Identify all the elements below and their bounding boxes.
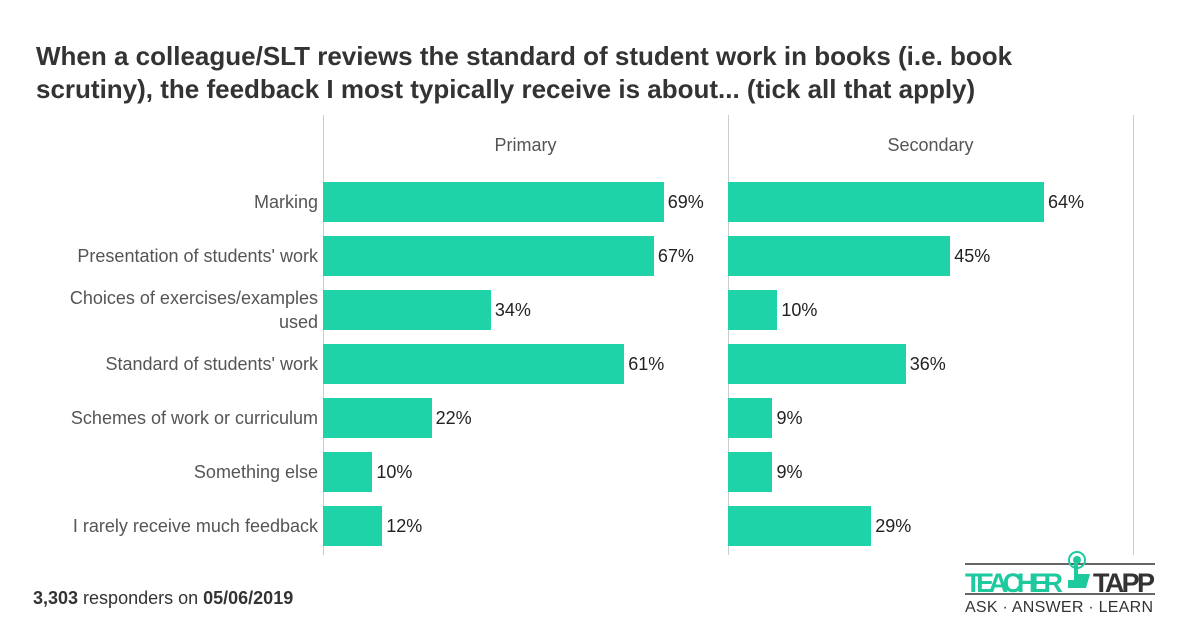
bar-secondary — [728, 344, 906, 384]
footer-text: responders on — [78, 588, 204, 608]
svg-text:TAPP: TAPP — [1093, 568, 1155, 598]
axis-line-primary — [323, 115, 324, 555]
category-label: Something else — [193, 462, 318, 482]
bar-primary — [323, 344, 625, 384]
data-label: 34% — [494, 300, 531, 320]
bar-secondary — [728, 506, 872, 546]
bar-primary — [323, 452, 373, 492]
data-label: 64% — [1048, 192, 1085, 212]
bar-primary — [323, 290, 491, 330]
data-label: 29% — [875, 516, 912, 536]
data-label: 10% — [781, 300, 818, 320]
data-label: 12% — [386, 516, 423, 536]
category-label: Standard of students' work — [105, 354, 318, 374]
bar-primary — [323, 398, 432, 438]
category-label: Schemes of work or curriculum — [70, 408, 318, 428]
data-label: 22% — [435, 408, 472, 428]
data-label: 10% — [376, 462, 413, 482]
data-label: 9% — [776, 408, 803, 428]
footer: 3,303 responders on 05/06/2019 — [33, 588, 293, 609]
bar-secondary — [728, 398, 773, 438]
bar-primary — [323, 506, 383, 546]
category-label: Choices of exercises/examples used — [69, 288, 318, 332]
category-label: Marking — [253, 192, 318, 212]
svg-text:TEACHER: TEACHER — [965, 568, 1063, 598]
bar-primary — [323, 236, 654, 276]
bar-primary — [323, 182, 664, 222]
teacher-tapp-logo: TEACHER TAPP ASK · ANSWER · LEARN — [965, 551, 1155, 616]
data-label: 36% — [909, 354, 946, 374]
bar-secondary — [728, 236, 951, 276]
panel-title-primary: Primary — [494, 135, 557, 155]
bar-secondary — [728, 290, 778, 330]
axis-line-end — [1133, 115, 1134, 555]
responder-count: 3,303 — [33, 588, 79, 608]
svg-text:ASK · ANSWER · LEARN: ASK · ANSWER · LEARN — [965, 599, 1153, 616]
data-label: 9% — [776, 462, 803, 482]
data-label: 61% — [628, 354, 665, 374]
panel-title-secondary: Secondary — [887, 135, 974, 155]
data-label: 67% — [657, 246, 694, 266]
axis-line-secondary — [728, 115, 729, 555]
data-label: 69% — [667, 192, 704, 212]
category-label: I rarely receive much feedback — [72, 516, 318, 536]
survey-date: 05/06/2019 — [203, 588, 294, 608]
chart-title: When a colleague/SLT reviews the standar… — [36, 41, 1013, 104]
bar-secondary — [728, 452, 773, 492]
category-label: Presentation of students' work — [77, 246, 318, 266]
data-label: 45% — [954, 246, 991, 266]
bar-secondary — [728, 182, 1044, 222]
